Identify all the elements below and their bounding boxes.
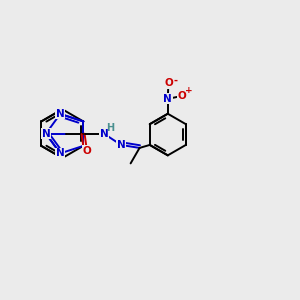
Text: O: O	[164, 78, 173, 88]
Text: N: N	[41, 129, 50, 139]
Text: N: N	[100, 129, 108, 139]
Text: H: H	[106, 123, 115, 133]
Text: N: N	[56, 148, 64, 158]
Text: O: O	[178, 91, 186, 101]
Text: +: +	[185, 86, 193, 95]
Text: N: N	[117, 140, 125, 150]
Text: N: N	[56, 109, 64, 119]
Text: -: -	[174, 76, 178, 85]
Text: N: N	[164, 94, 172, 104]
Text: O: O	[82, 146, 91, 156]
